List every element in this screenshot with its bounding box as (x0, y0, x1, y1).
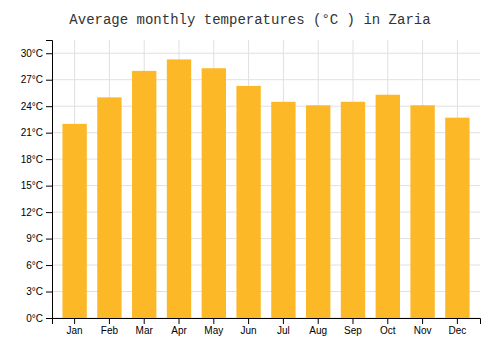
y-tick-mark (46, 133, 52, 134)
x-tick-label: Dec (448, 325, 466, 336)
x-tick-mark (318, 318, 319, 324)
y-tick: 15°C (21, 180, 52, 191)
grid (52, 40, 480, 318)
x-tick-label: Mar (136, 325, 154, 336)
x-tick-mark (144, 318, 145, 324)
y-axis: 0°C 3°C 6°C 9°C 12°C 15°C 18°C 21°C 24°C 27°C 30°C (21, 41, 53, 324)
x-tick-mark (213, 318, 214, 324)
x-tick-mark (74, 318, 75, 324)
x-tick-label: Nov (414, 325, 432, 336)
x-tick-label: Feb (101, 325, 119, 336)
chart: Jan Feb Mar Apr May Jun Jul Aug Sep Oct Nov Dec 0°C 3… (0, 0, 500, 350)
bar (410, 105, 434, 318)
x-tick-mark (283, 318, 284, 324)
x-tick: Feb (101, 318, 119, 336)
y-tick-label: 18°C (21, 154, 43, 165)
x-tick: Jun (241, 318, 257, 336)
y-tick: 21°C (21, 127, 52, 138)
title: Average monthly temperatures (°C ) in Za… (69, 12, 430, 28)
y-tick-mark (46, 53, 52, 54)
y-grid-line (52, 53, 480, 54)
y-grid-line (52, 79, 480, 80)
y-tick-mark (46, 212, 52, 213)
y-tick: 24°C (21, 101, 52, 112)
bar (271, 102, 295, 318)
bar (445, 118, 469, 318)
y-tick: 0°C (26, 313, 52, 324)
y-tick-mark (46, 159, 52, 160)
bar (97, 97, 121, 318)
y-tick: 9°C (26, 233, 52, 244)
x-axis-line (53, 319, 481, 325)
x-tick-label: Sep (344, 325, 362, 336)
x-tick-mark (248, 318, 249, 324)
y-tick: 30°C (21, 48, 52, 59)
x-tick-label: May (204, 325, 223, 336)
y-tick: 6°C (26, 260, 52, 271)
x-tick-mark (109, 318, 110, 324)
plot: Jan Feb Mar Apr May Jun Jul Aug Sep Oct Nov Dec 0°C 3… (21, 40, 481, 336)
y-tick-label: 30°C (21, 48, 43, 59)
x-tick-mark (457, 318, 458, 324)
y-tick-label: 0°C (26, 313, 43, 324)
x-tick: Nov (414, 318, 432, 336)
x-tick-mark (387, 318, 388, 324)
y-tick: 3°C (26, 286, 52, 297)
y-tick-label: 15°C (21, 180, 43, 191)
x-tick: Sep (344, 318, 362, 336)
bar (132, 71, 156, 318)
x-tick-label: Jun (241, 325, 257, 336)
y-tick-label: 9°C (26, 233, 43, 244)
x-tick: Jul (277, 318, 290, 336)
y-axis-line (46, 41, 53, 319)
x-tick-mark (179, 318, 180, 324)
x-tick: Jan (67, 318, 83, 336)
x-tick: May (204, 318, 223, 336)
y-tick: 12°C (21, 207, 52, 218)
y-tick: 18°C (21, 154, 52, 165)
bar (376, 95, 400, 318)
y-tick-mark (46, 80, 52, 81)
bar (236, 86, 260, 318)
x-tick-label: Jul (277, 325, 290, 336)
y-tick-mark (46, 292, 52, 293)
y-tick: 27°C (21, 74, 52, 85)
x-tick: Apr (171, 318, 187, 336)
bar (341, 102, 365, 318)
y-tick-label: 21°C (21, 127, 43, 138)
y-tick-label: 12°C (21, 207, 43, 218)
bars (62, 59, 469, 318)
x-tick-mark (422, 318, 423, 324)
y-tick-label: 3°C (26, 286, 43, 297)
x-tick-label: Apr (171, 325, 187, 336)
x-tick: Aug (309, 318, 327, 336)
y-tick-mark (46, 265, 52, 266)
bar (306, 105, 330, 318)
x-tick-mark (352, 318, 353, 324)
y-tick-label: 27°C (21, 74, 43, 85)
y-tick-mark (46, 239, 52, 240)
x-axis: Jan Feb Mar Apr May Jun Jul Aug Sep Oct Nov Dec (53, 318, 481, 336)
x-tick: Dec (448, 318, 466, 336)
x-tick-label: Oct (380, 325, 396, 336)
bar (62, 124, 86, 318)
x-tick: Oct (380, 318, 396, 336)
bar (167, 59, 191, 318)
bar (202, 68, 226, 318)
y-tick-mark (46, 106, 52, 107)
x-tick-label: Jan (67, 325, 83, 336)
y-tick-mark (46, 186, 52, 187)
y-tick-label: 6°C (26, 260, 43, 271)
x-tick-label: Aug (309, 325, 327, 336)
y-tick-mark (46, 318, 52, 319)
x-tick: Mar (136, 318, 154, 336)
y-tick-label: 24°C (21, 101, 43, 112)
